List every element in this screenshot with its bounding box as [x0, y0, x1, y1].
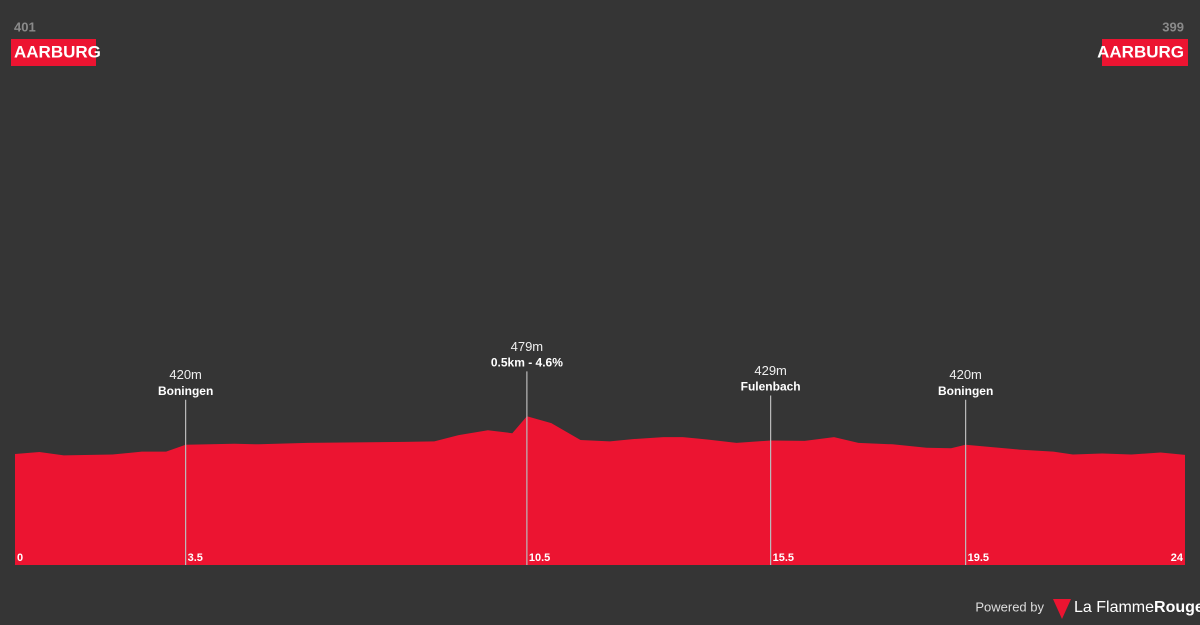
brand: La FlammeRouge — [1074, 599, 1200, 616]
marker-altitude: 429m — [754, 363, 787, 378]
marker-name: Fulenbach — [741, 380, 801, 394]
marker-name: Boningen — [938, 384, 993, 398]
marker-name: 0.5km - 4.6% — [491, 355, 563, 369]
marker-altitude: 420m — [169, 367, 202, 382]
x-tick-label: 10.5 — [529, 552, 550, 564]
start-badge — [11, 39, 96, 66]
brand-accent: Rouge — [1154, 599, 1200, 616]
start-name: AARBURG — [14, 42, 101, 61]
elevation-area — [15, 416, 1185, 565]
x-tick-label: 3.5 — [188, 552, 203, 564]
marker-altitude: 420m — [949, 367, 982, 382]
finish-altitude: 399 — [1162, 19, 1184, 34]
brand-name: La Flamme — [1074, 599, 1154, 616]
start-altitude: 401 — [14, 19, 36, 34]
x-tick-label: 19.5 — [968, 552, 989, 564]
logo-icon — [1053, 599, 1071, 619]
marker-altitude: 479m — [511, 339, 544, 354]
marker-name: Boningen — [158, 384, 213, 398]
powered-by: Powered by — [975, 599, 1044, 614]
finish-name: AARBURG — [1097, 42, 1184, 61]
x-tick-label: 0 — [17, 552, 23, 564]
x-tick-label: 24 — [1171, 552, 1184, 564]
finish-badge — [1102, 39, 1188, 66]
x-tick-label: 15.5 — [773, 552, 794, 564]
